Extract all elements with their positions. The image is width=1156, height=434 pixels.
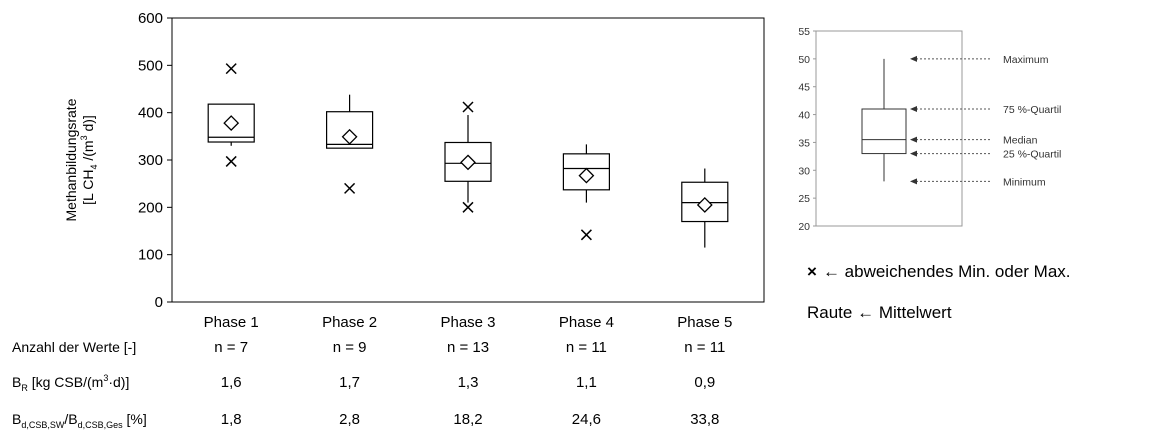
- main-y-label-line1: Methanbildungsrate: [63, 98, 79, 221]
- table-cell: 1,7: [339, 374, 360, 391]
- legend-annotation: 75 %-Quartil: [910, 104, 1061, 116]
- main-y-tick-label: 400: [138, 105, 163, 122]
- annotation-arrowhead: [910, 106, 917, 112]
- main-y-tick-label: 100: [138, 247, 163, 264]
- table-cell: n = 11: [566, 339, 607, 356]
- outlier-stroke: [462, 201, 474, 213]
- table-values: n = 7 n = 9 n = 13 n = 11 n = 11 1,6 1,7 1,3 1,1…: [214, 339, 725, 428]
- mean-marker: [223, 115, 240, 131]
- table-cell: 1,1: [576, 374, 597, 391]
- legend-box-plot: 20 25 30 35 40 45 50 55 Maximum 75 %-Quartil Medi…: [798, 26, 1061, 233]
- table-cell: 1,8: [221, 411, 242, 428]
- mean-marker: [460, 154, 476, 171]
- legend-box: [861, 58, 907, 182]
- box-1: [207, 63, 255, 167]
- outlier-stroke: [344, 182, 356, 194]
- legend-annotation: 25 %-Quartil: [910, 149, 1061, 161]
- main-y-tick-label: 0: [155, 294, 163, 311]
- outlier-symbol: ×: [807, 262, 817, 281]
- table-cell: n = 7: [214, 339, 248, 356]
- legend-y-tick-label: 45: [798, 82, 810, 94]
- table-cell: n = 9: [333, 339, 367, 356]
- outlier-marker: [344, 182, 356, 194]
- iqr-box: [207, 103, 255, 143]
- mean-marker: [341, 128, 358, 145]
- table-cell: n = 11: [684, 339, 725, 356]
- main-y-label-line2: [L CH4 /(m3 d)]: [79, 115, 99, 205]
- outlier-marker: [225, 63, 237, 75]
- category-label: Phase 2: [322, 314, 377, 331]
- legend-annotation: Median: [910, 135, 1038, 147]
- table-cell: 2,8: [339, 411, 360, 428]
- outlier-stroke: [462, 101, 474, 113]
- outlier-marker: [580, 229, 592, 241]
- row-bd-label: Bd,CSB,SW/Bd,CSB,Ges [%]: [12, 411, 147, 430]
- mean-note: Raute ← Mittelwert: [807, 303, 952, 322]
- legend-plot-frame: [815, 30, 963, 227]
- legend-y-tick-label: 40: [798, 110, 810, 122]
- legend-y-tick-label: 25: [798, 193, 810, 205]
- outlier-stroke: [225, 63, 237, 75]
- main-y-tick-label: 200: [138, 199, 163, 216]
- outlier-stroke: [225, 155, 237, 167]
- main-x-axis: Phase 1 Phase 2 Phase 3 Phase 4 Phase 5: [204, 314, 733, 331]
- row-br-label: BR [kg CSB/(m3·d)]: [12, 373, 129, 393]
- table-cell: 33,8: [690, 411, 719, 428]
- category-label: Phase 4: [559, 314, 614, 331]
- table-cell: 24,6: [572, 411, 601, 428]
- mean-marker: [578, 167, 595, 184]
- legend-y-tick-label: 20: [798, 221, 810, 233]
- legend-y-axis: 20 25 30 35 40 45 50 55: [798, 26, 816, 233]
- legend-annotation: Maximum: [910, 54, 1049, 66]
- table-cell: 18,2: [453, 411, 482, 428]
- annotation-label: 75 %-Quartil: [1003, 104, 1061, 116]
- annotation-label: Minimum: [1003, 176, 1046, 188]
- outlier-marker: [462, 101, 474, 113]
- category-label: Phase 5: [677, 314, 732, 331]
- annotation-label: 25 %-Quartil: [1003, 149, 1061, 161]
- box-5: [681, 168, 729, 248]
- table-cell: 1,3: [458, 374, 479, 391]
- annotation-label: Median: [1003, 135, 1038, 147]
- main-y-tick-label: 500: [138, 57, 163, 74]
- parameter-table: Anzahl der Werte [-] BR [kg CSB/(m3·d)] …: [12, 339, 725, 430]
- outlier-marker: [225, 155, 237, 167]
- box-3: [444, 101, 492, 213]
- legend-y-tick-label: 30: [798, 165, 810, 177]
- main-boxes: [207, 63, 729, 248]
- category-label: Phase 1: [204, 314, 259, 331]
- legend-annotations: Maximum 75 %-Quartil Median 25 %-Quartil Min…: [910, 54, 1061, 188]
- legend-notes: × ← abweichendes Min. oder Max. Raute ← M…: [807, 262, 1071, 322]
- annotation-arrowhead: [910, 150, 917, 157]
- legend-y-tick-label: 35: [798, 137, 810, 149]
- row-count-label: Anzahl der Werte [-]: [12, 339, 136, 355]
- annotation-arrowhead: [910, 55, 917, 62]
- box-4: [562, 144, 611, 241]
- main-y-tick-label: 600: [138, 10, 163, 27]
- legend-y-tick-label: 50: [798, 54, 810, 66]
- table-cell: n = 13: [447, 339, 489, 356]
- table-cell: 0,9: [694, 374, 715, 391]
- category-label: Phase 3: [440, 314, 495, 331]
- legend-annotation: Minimum: [910, 176, 1046, 188]
- main-y-tick-label: 300: [138, 152, 163, 169]
- box-2: [326, 94, 374, 194]
- annotation-label: Maximum: [1003, 54, 1049, 66]
- outlier-note: × ← abweichendes Min. oder Max.: [807, 262, 1071, 281]
- mean-marker: [696, 197, 713, 213]
- annotation-arrowhead: [910, 136, 917, 143]
- table-cell: 1,6: [221, 374, 242, 391]
- main-y-axis: 0 100 200 300 400 500 600: [138, 10, 172, 311]
- outlier-marker: [462, 201, 474, 213]
- legend-y-tick-label: 55: [798, 26, 810, 38]
- outlier-stroke: [580, 229, 592, 241]
- annotation-arrowhead: [910, 178, 917, 185]
- legend-iqr-box: [861, 108, 907, 155]
